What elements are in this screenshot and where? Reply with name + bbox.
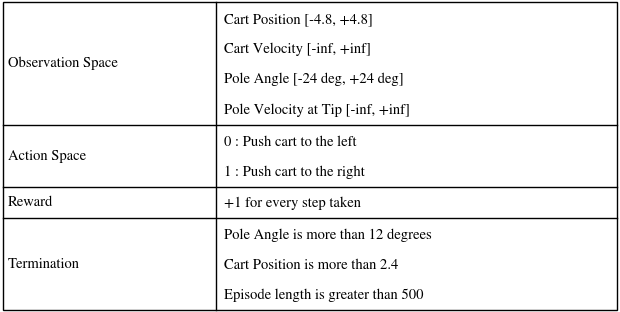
Text: Cart Position is more than 2.4: Cart Position is more than 2.4	[224, 259, 398, 272]
Text: Observation Space: Observation Space	[8, 57, 118, 70]
Text: Episode length is greater than 500: Episode length is greater than 500	[224, 289, 423, 302]
Text: Termination: Termination	[8, 257, 80, 271]
Text: 1 : Push cart to the right: 1 : Push cart to the right	[224, 165, 365, 179]
Text: Action Space: Action Space	[8, 149, 86, 163]
Text: 0 : Push cart to the left: 0 : Push cart to the left	[224, 136, 356, 149]
Text: Cart Position [-4.8, +4.8]: Cart Position [-4.8, +4.8]	[224, 12, 372, 26]
Text: Pole Velocity at Tip [-inf, +inf]: Pole Velocity at Tip [-inf, +inf]	[224, 103, 409, 117]
Text: Pole Angle [-24 deg, +24 deg]: Pole Angle [-24 deg, +24 deg]	[224, 73, 403, 86]
Text: Pole Angle is more than 12 degrees: Pole Angle is more than 12 degrees	[224, 229, 432, 242]
Text: Reward: Reward	[8, 196, 53, 209]
Text: Cart Velocity [-inf, +inf]: Cart Velocity [-inf, +inf]	[224, 43, 370, 56]
Text: +1 for every step taken: +1 for every step taken	[224, 197, 360, 210]
